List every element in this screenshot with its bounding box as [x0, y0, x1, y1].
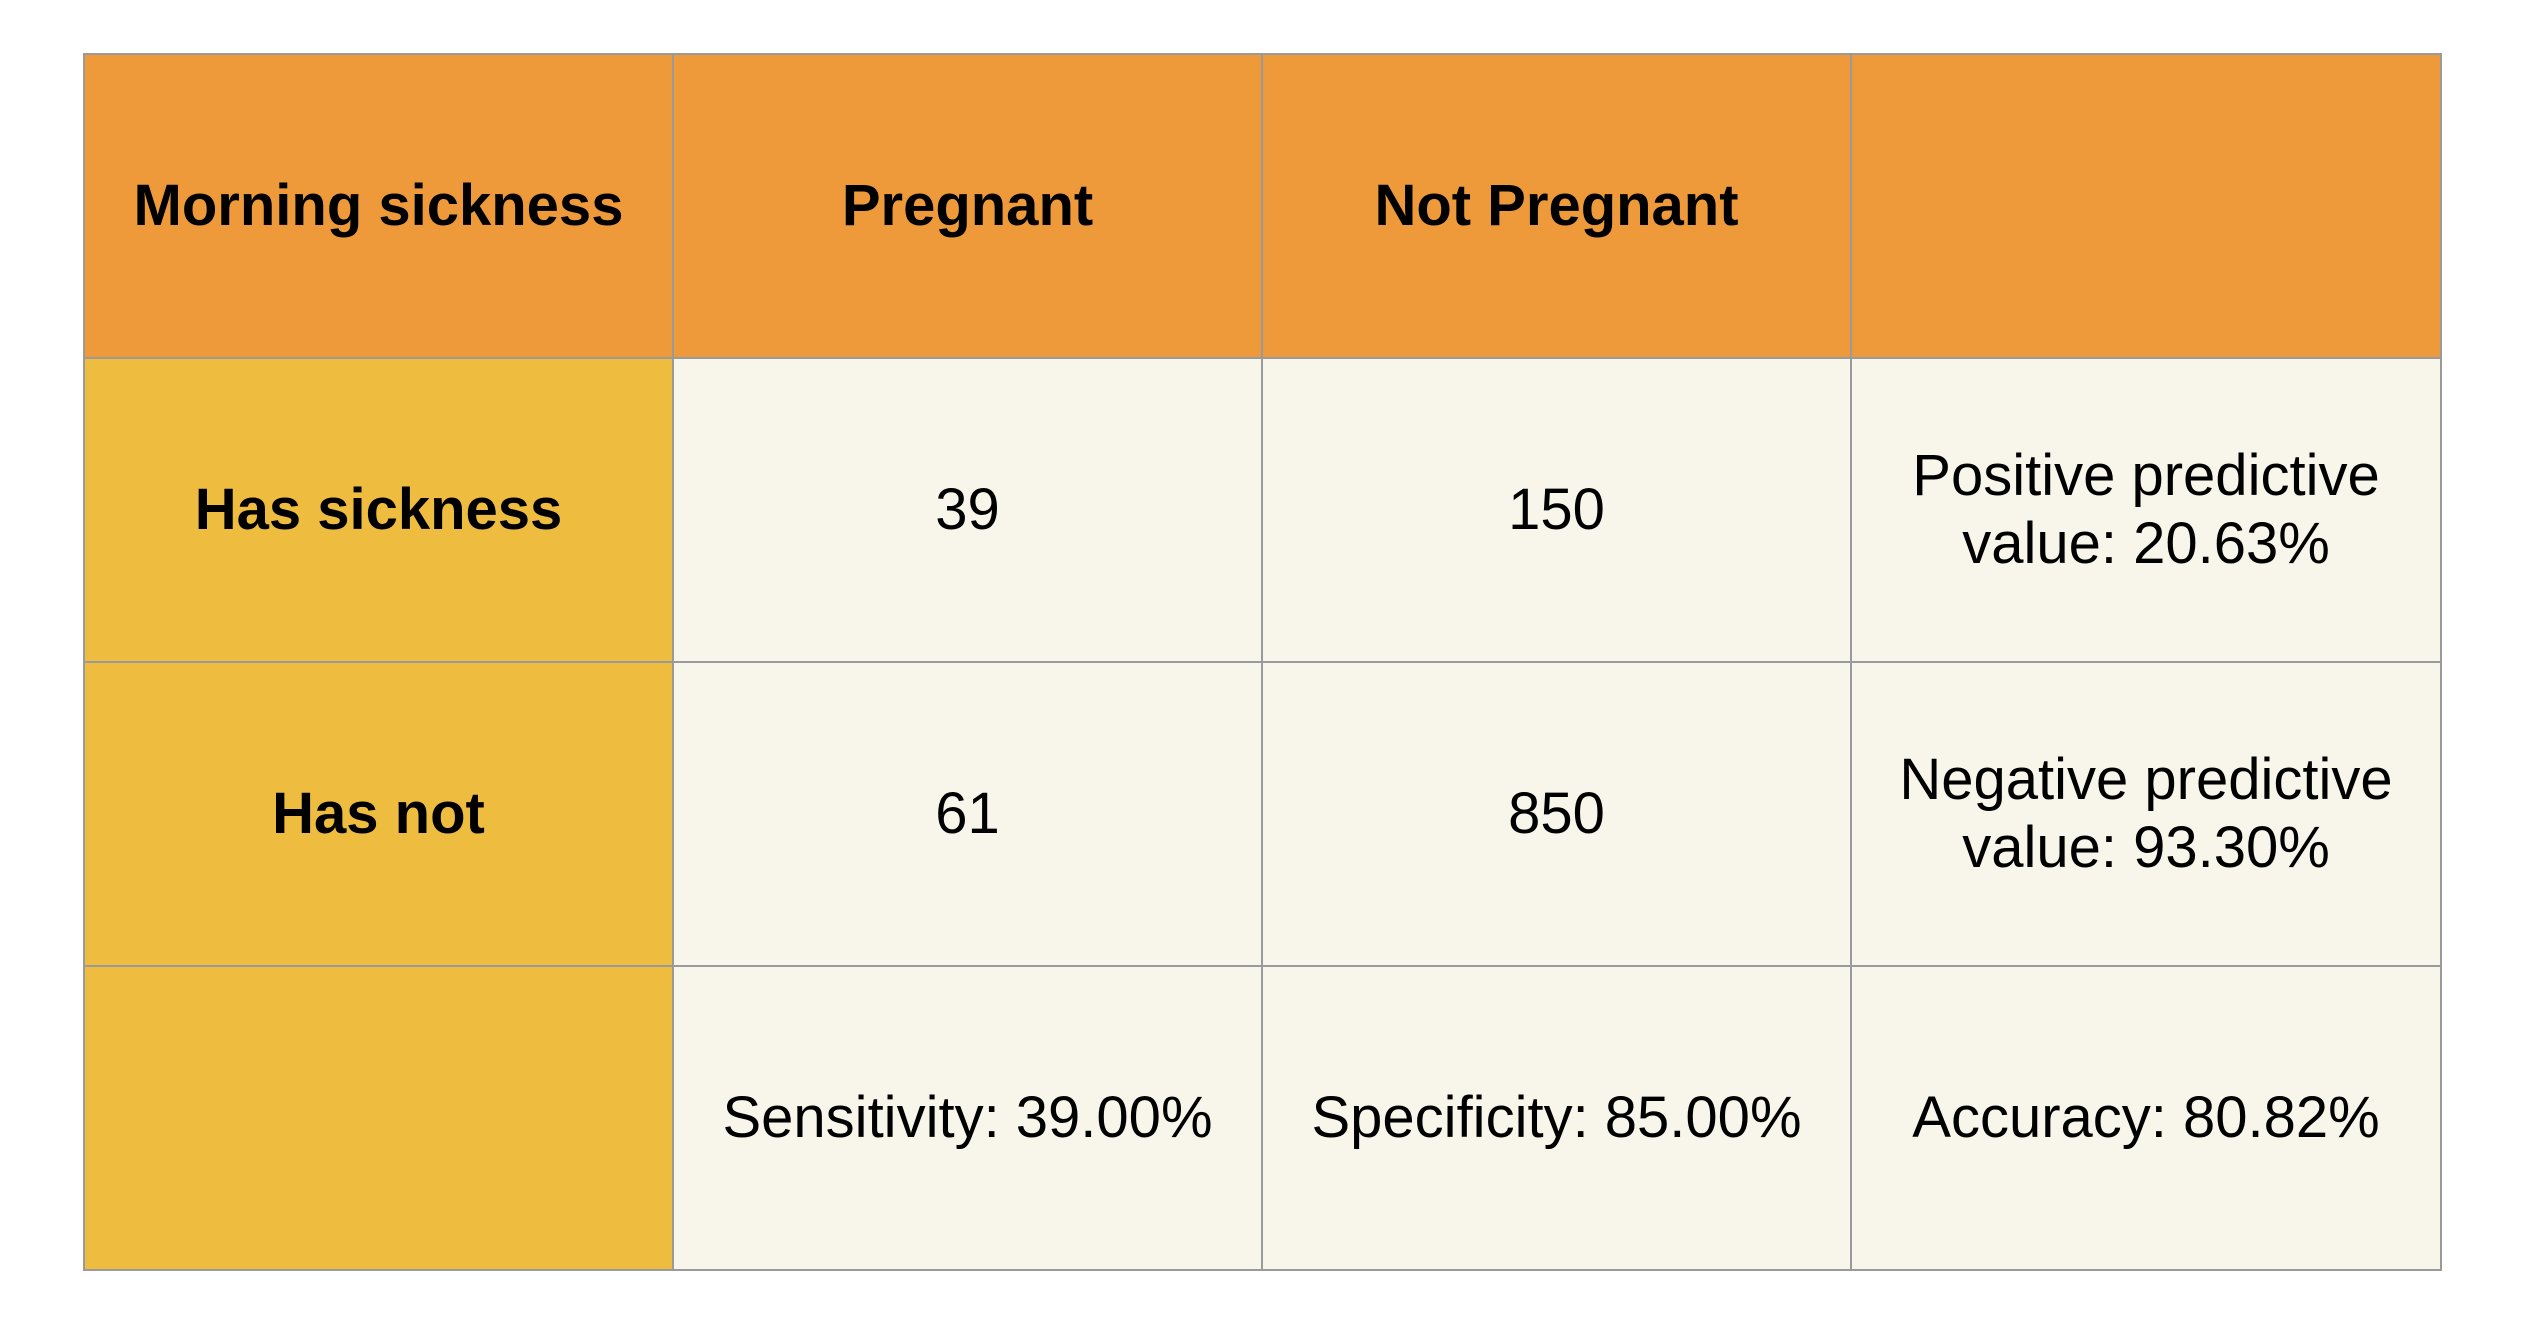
metrics-column-header [1850, 53, 2442, 359]
table-row: Has sickness 39 150 Positive predictive … [83, 357, 2442, 663]
ppv-line-2: value: 20.63% [1962, 511, 2330, 576]
header-row: Morning sickness Pregnant Not Pregnant [83, 53, 2442, 359]
ppv-line-1: Positive predictive [1912, 442, 2380, 508]
not-pregnant-column-header: Not Pregnant [1261, 53, 1852, 359]
npv-line-1: Negative predictive [1899, 746, 2393, 812]
row-header-has-sickness: Has sickness [83, 357, 674, 663]
corner-header-cell: Morning sickness [83, 53, 674, 359]
cell-false-negative: 61 [672, 661, 1263, 967]
cell-true-negative: 850 [1261, 661, 1852, 967]
footer-row-header [83, 965, 674, 1271]
cell-positive-predictive-value: Positive predictive value: 20.63% [1850, 357, 2442, 663]
cell-true-positive: 39 [672, 357, 1263, 663]
footer-row: Sensitivity: 39.00% Specificity: 85.00% … [83, 965, 2442, 1271]
cell-specificity: Specificity: 85.00% [1261, 965, 1852, 1271]
cell-negative-predictive-value: Negative predictive value: 93.30% [1850, 661, 2442, 967]
confusion-matrix: Morning sickness Pregnant Not Pregnant H… [83, 53, 2442, 1271]
table-row: Has not 61 850 Negative predictive value… [83, 661, 2442, 967]
pregnant-column-header: Pregnant [672, 53, 1263, 359]
cell-sensitivity: Sensitivity: 39.00% [672, 965, 1263, 1271]
npv-line-2: value: 93.30% [1962, 815, 2330, 880]
cell-false-positive: 150 [1261, 357, 1852, 663]
cell-accuracy: Accuracy: 80.82% [1850, 965, 2442, 1271]
row-header-has-not: Has not [83, 661, 674, 967]
confusion-matrix-table: Morning sickness Pregnant Not Pregnant H… [83, 53, 2442, 1271]
